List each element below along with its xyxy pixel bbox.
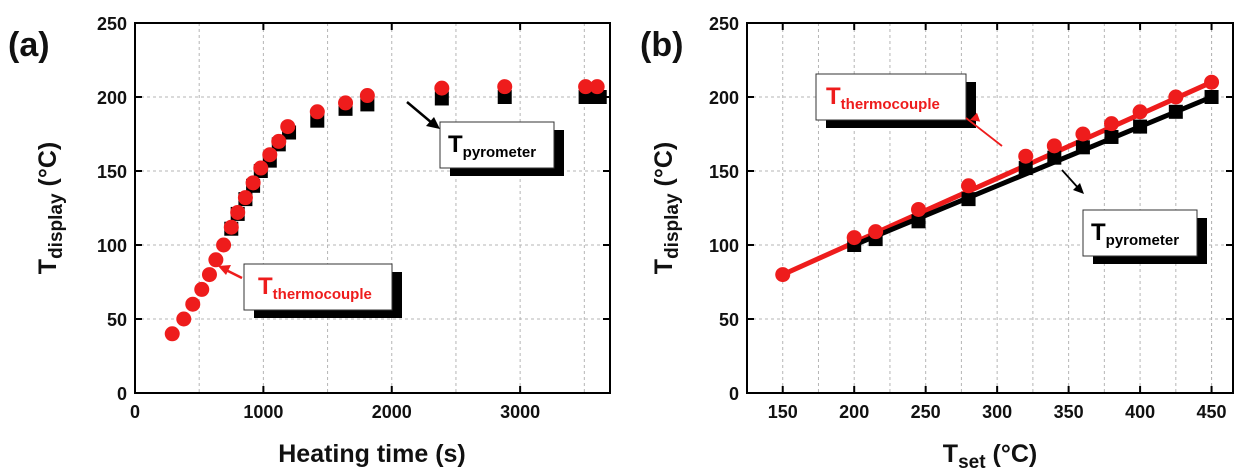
panel-b-point-pyrometer bbox=[1104, 129, 1119, 144]
panel-a-point-thermocouple bbox=[208, 252, 224, 268]
panel-b-thermocouple-label: Tthermocouple bbox=[826, 83, 940, 113]
panel-b-point-thermocouple bbox=[775, 267, 791, 283]
panel-b-y-tick-label: 50 bbox=[719, 310, 739, 330]
panel-b-thermocouple-box bbox=[815, 73, 967, 121]
panel-a-point-thermocouple bbox=[230, 204, 246, 220]
panel-a-point-thermocouple bbox=[253, 160, 269, 176]
panel-b-y-tick-label: 100 bbox=[709, 236, 739, 256]
panel-b-label: (b) bbox=[640, 26, 683, 64]
panel-a-point-thermocouple bbox=[223, 219, 239, 235]
panel-a-thermocouple-arrow bbox=[225, 268, 243, 280]
panel-b-point-thermocouple bbox=[1132, 104, 1148, 120]
panel-a-thermocouple-box bbox=[243, 263, 393, 311]
panel-a-x-tick-label: 1000 bbox=[243, 402, 283, 422]
panel-a-point-thermocouple bbox=[280, 119, 296, 135]
panel-a-point-thermocouple bbox=[262, 147, 278, 163]
panel-a-point-thermocouple bbox=[245, 175, 261, 191]
panel-b-y-tick-label: 250 bbox=[709, 14, 739, 34]
panel-a-point-thermocouple bbox=[201, 267, 217, 283]
panel-b-point-thermocouple bbox=[961, 178, 977, 194]
panel-a-point-thermocouple bbox=[359, 88, 375, 104]
panel-a-thermocouple-label: Tthermocouple bbox=[258, 273, 372, 303]
panel-b-point-thermocouple bbox=[911, 201, 927, 217]
panel-a-point-pyrometer bbox=[434, 91, 449, 106]
panel-a-marks bbox=[164, 79, 607, 342]
panel-b-point-pyrometer bbox=[1047, 150, 1062, 165]
panel-a-label: (a) bbox=[8, 26, 50, 64]
panel-b-ticks: 150 200 250 300 350 400 450 0 50 100 150 200 250 bbox=[709, 14, 1233, 422]
panel-b-y-tick-label: 0 bbox=[729, 384, 739, 404]
panel-a-y-tick-label: 150 bbox=[97, 162, 127, 182]
panel-a-pyrometer-arrowhead bbox=[426, 117, 440, 129]
panel-b-x-tick-label: 400 bbox=[1125, 402, 1155, 422]
panel-b: (b) 150 200 250 300 350 400 450 0 50 100 150 200 250… bbox=[640, 14, 1234, 472]
panel-b-point-pyrometer bbox=[1018, 161, 1033, 176]
panel-b-point-thermocouple bbox=[1018, 148, 1034, 164]
panel-b-x-axis-label: Tset (°C) bbox=[943, 440, 1037, 472]
panel-a-y-tick-label: 100 bbox=[97, 236, 127, 256]
panel-b-x-tick-label: 300 bbox=[982, 402, 1012, 422]
panel-a-pyrometer-arrow bbox=[406, 101, 433, 124]
panel-a-y-tick-label: 250 bbox=[97, 14, 127, 34]
panel-b-pyrometer-arrowhead bbox=[1073, 183, 1084, 194]
panel-a-point-thermocouple bbox=[271, 133, 287, 149]
panel-a-point-thermocouple bbox=[185, 296, 201, 312]
panel-b-thermocouple-arrow bbox=[965, 117, 1003, 147]
panel-a-y-axis-label: Tdisplay (°C) bbox=[34, 142, 67, 274]
panel-b-point-thermocouple bbox=[1075, 126, 1091, 142]
panel-a-plot-frame bbox=[134, 22, 611, 394]
panel-b-point-pyrometer bbox=[1168, 104, 1183, 119]
panel-a-y-tick-label: 200 bbox=[97, 88, 127, 108]
panel-b-point-thermocouple bbox=[1104, 116, 1119, 132]
panel-a-y-tick-label: 0 bbox=[117, 384, 127, 404]
panel-b-point-pyrometer bbox=[1133, 119, 1148, 134]
panel-b-x-tick-label: 250 bbox=[911, 402, 941, 422]
panel-a-x-axis-label: Heating time (s) bbox=[278, 440, 466, 468]
panel-b-x-tick-label: 200 bbox=[839, 402, 869, 422]
panel-a-x-tick-label: 2000 bbox=[372, 402, 412, 422]
panel-b-x-tick-label: 350 bbox=[1054, 402, 1084, 422]
panel-b-point-thermocouple bbox=[1168, 89, 1184, 105]
panel-a-thermocouple-arrowhead bbox=[218, 265, 231, 275]
panel-a-point-thermocouple bbox=[164, 326, 180, 342]
panel-b-y-tick-label: 150 bbox=[709, 162, 739, 182]
panel-b-point-thermocouple bbox=[1204, 74, 1220, 90]
panel-b-point-pyrometer bbox=[911, 214, 926, 229]
panel-b-thermocouple-arrowhead bbox=[970, 112, 981, 122]
panel-a-pyrometer-box bbox=[439, 121, 555, 169]
panel-a-point-pyrometer bbox=[497, 90, 512, 104]
panel-b-point-pyrometer bbox=[1204, 90, 1219, 104]
panel-b-plot-frame bbox=[746, 22, 1234, 394]
panel-a-point-thermocouple bbox=[578, 79, 594, 95]
panel-a-point-thermocouple bbox=[176, 311, 192, 327]
panel-b-point-thermocouple bbox=[868, 224, 884, 240]
panel-a-point-thermocouple bbox=[589, 79, 605, 95]
panel-a-pyrometer-label: Tpyrometer bbox=[448, 131, 536, 161]
panel-b-pyrometer-label: Tpyrometer bbox=[1091, 219, 1179, 249]
panel-a-point-thermocouple bbox=[194, 281, 210, 297]
panel-a-ticks: 0 1000 2000 3000 0 50 100 150 200 250 bbox=[97, 14, 610, 422]
panel-b-marks bbox=[775, 74, 1220, 283]
panel-a-point-thermocouple bbox=[309, 104, 325, 120]
panel-b-point-pyrometer bbox=[1075, 140, 1090, 155]
panel-b-pyrometer-box bbox=[1082, 209, 1198, 257]
panel-a-point-thermocouple bbox=[237, 190, 253, 206]
panel-b-point-thermocouple bbox=[1046, 138, 1062, 154]
panel-a-x-tick-label: 0 bbox=[130, 402, 140, 422]
panel-a-point-thermocouple bbox=[434, 80, 450, 96]
panel-b-x-tick-label: 450 bbox=[1197, 402, 1227, 422]
panel-a-point-thermocouple bbox=[338, 95, 354, 111]
panel-a-point-thermocouple bbox=[216, 237, 232, 253]
panel-b-point-pyrometer bbox=[961, 192, 976, 207]
panel-a-x-tick-label: 3000 bbox=[500, 402, 540, 422]
panel-b-x-tick-label: 150 bbox=[768, 402, 798, 422]
panel-a-point-thermocouple bbox=[497, 79, 513, 95]
panel-a-y-tick-label: 50 bbox=[107, 310, 127, 330]
panel-b-y-tick-label: 200 bbox=[709, 88, 739, 108]
panel-b-y-axis-label: Tdisplay (°C) bbox=[650, 142, 683, 274]
panel-b-point-thermocouple bbox=[846, 230, 862, 246]
panel-a: (a) 0 1000 2000 3000 0 50 100 150 200 250 Heating… bbox=[8, 14, 611, 468]
panel-a-grid bbox=[135, 23, 610, 393]
